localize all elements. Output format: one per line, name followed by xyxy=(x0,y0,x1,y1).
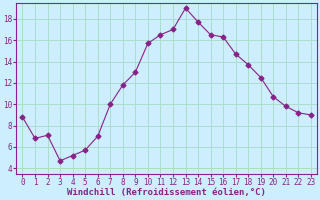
X-axis label: Windchill (Refroidissement éolien,°C): Windchill (Refroidissement éolien,°C) xyxy=(67,188,266,197)
